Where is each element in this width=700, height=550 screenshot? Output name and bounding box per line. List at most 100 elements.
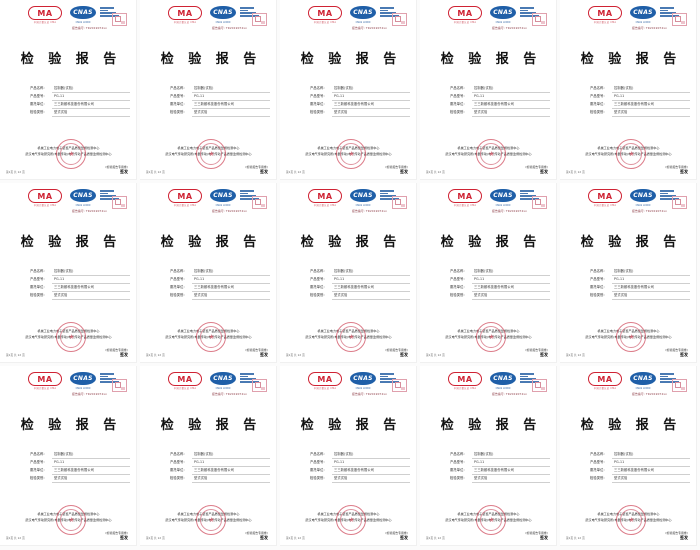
document-page-thumbnail[interactable]: MA 中国计量认证 CMA CNAS CNAS L0000 报告编号: TR20… bbox=[140, 366, 277, 546]
page-title: 检 验 报 告 bbox=[160, 52, 262, 67]
info-field-label: 委托单位: bbox=[30, 468, 45, 472]
document-page-thumbnail[interactable]: MA 中国计量认证 CMA CNAS CNAS L0000 报告编号: TR20… bbox=[560, 366, 697, 546]
cma-ma-logo-icon: MA bbox=[308, 372, 342, 386]
signature-block: (检验报告专用章) 签发 bbox=[665, 348, 688, 357]
page-title: 检 验 报 告 bbox=[20, 418, 122, 433]
info-field-label: 检验类别: bbox=[450, 293, 465, 297]
document-page-thumbnail[interactable]: MA 中国计量认证 CMA CNAS CNAS L0000 报告编号: TR20… bbox=[280, 366, 417, 546]
cnas-logo-icon: CNAS bbox=[490, 189, 516, 202]
info-field-row: 产品名称: 控制器(试验) bbox=[450, 267, 550, 276]
page-footer-note: 第1页 共 12 页 bbox=[286, 354, 305, 357]
page-footer-note: 第1页 共 12 页 bbox=[286, 171, 305, 174]
signature-block: (检验报告专用章) 签发 bbox=[105, 165, 128, 174]
cma-logo-caption: 中国计量认证 CMA bbox=[313, 204, 337, 207]
document-page-thumbnail[interactable]: MA 中国计量认证 CMA CNAS CNAS L0000 报告编号: TR20… bbox=[560, 0, 697, 180]
info-field-row: 委托单位: 三三新都科技股份有限公司 bbox=[310, 283, 410, 292]
info-field-row: 检验类别: 型式试验 bbox=[310, 474, 410, 483]
cnas-logo-caption: CNAS L0000 bbox=[355, 387, 371, 390]
info-field-label: 产品型号: bbox=[590, 277, 605, 281]
report-number: 报告编号: TR2019072xx bbox=[632, 26, 667, 30]
info-field-label: 委托单位: bbox=[170, 285, 185, 289]
document-page-thumbnail[interactable]: MA 中国计量认证 CMA CNAS CNAS L0000 报告编号: TR20… bbox=[0, 0, 137, 180]
registration-stamp-box-icon bbox=[532, 379, 547, 392]
info-field-label: 产品名称: bbox=[310, 452, 325, 456]
info-field-row: 检验类别: 型式试验 bbox=[590, 108, 690, 117]
cma-logo-caption: 中国计量认证 CMA bbox=[453, 21, 477, 24]
info-field-value: 控制器(试验) bbox=[332, 450, 410, 459]
signature-block: (检验报告专用章) 签发 bbox=[105, 531, 128, 540]
info-field-value: 型式试验 bbox=[192, 291, 270, 300]
info-field-label: 产品型号: bbox=[30, 277, 45, 281]
document-page-thumbnail[interactable]: MA 中国计量认证 CMA CNAS CNAS L0000 报告编号: TR20… bbox=[140, 183, 277, 363]
report-number: 报告编号: TR2019072xx bbox=[212, 26, 247, 30]
info-field-row: 检验类别: 型式试验 bbox=[310, 108, 410, 117]
accreditation-text-block-icon bbox=[520, 7, 544, 19]
info-field-label: 产品名称: bbox=[590, 86, 605, 90]
official-red-seal-icon: ★ bbox=[336, 139, 366, 169]
info-field-label: 产品名称: bbox=[30, 269, 45, 273]
document-page-thumbnail[interactable]: MA 中国计量认证 CMA CNAS CNAS L0000 报告编号: TR20… bbox=[420, 0, 557, 180]
certification-header: MA 中国计量认证 CMA CNAS CNAS L0000 bbox=[280, 370, 416, 400]
signature-block: (检验报告专用章) 签发 bbox=[665, 165, 688, 174]
cma-logo-caption: 中国计量认证 CMA bbox=[173, 204, 197, 207]
info-field-row: 检验类别: 型式试验 bbox=[310, 291, 410, 300]
info-field-value: 型式试验 bbox=[612, 291, 690, 300]
document-page-thumbnail[interactable]: MA 中国计量认证 CMA CNAS CNAS L0000 报告编号: TR20… bbox=[560, 183, 697, 363]
info-field-value: 三三新都科技股份有限公司 bbox=[192, 100, 270, 109]
info-field-label: 委托单位: bbox=[590, 102, 605, 106]
info-field-row: 检验类别: 型式试验 bbox=[450, 108, 550, 117]
info-field-row: 产品名称: 控制器(试验) bbox=[30, 84, 130, 93]
document-page-thumbnail[interactable]: MA 中国计量认证 CMA CNAS CNAS L0000 报告编号: TR20… bbox=[420, 366, 557, 546]
page-footer-note: 第1页 共 12 页 bbox=[6, 354, 25, 357]
signature-block: (检验报告专用章) 签发 bbox=[525, 165, 548, 174]
page-title: 检 验 报 告 bbox=[160, 235, 262, 250]
info-field-label: 检验类别: bbox=[310, 293, 325, 297]
info-field-value: 型式试验 bbox=[192, 108, 270, 117]
document-page-thumbnail[interactable]: MA 中国计量认证 CMA CNAS CNAS L0000 报告编号: TR20… bbox=[0, 366, 137, 546]
page-footer-note: 第1页 共 12 页 bbox=[426, 171, 445, 174]
page-footer-note: 第1页 共 12 页 bbox=[566, 537, 585, 540]
page-title: 检 验 报 告 bbox=[440, 52, 542, 67]
info-field-label: 检验类别: bbox=[30, 476, 45, 480]
info-field-row: 产品名称: 控制器(试验) bbox=[30, 267, 130, 276]
info-field-value: PG-11 bbox=[192, 92, 270, 101]
info-field-row: 委托单位: 三三新都科技股份有限公司 bbox=[170, 283, 270, 292]
product-info-fields: 产品名称: 控制器(试验) 产品型号: PG-11 委托单位: 三三新都科技股份有限公司检… bbox=[30, 267, 130, 300]
info-field-row: 委托单位: 三三新都科技股份有限公司 bbox=[450, 283, 550, 292]
page-footer-note: 第1页 共 12 页 bbox=[146, 537, 165, 540]
accreditation-text-block-icon bbox=[380, 7, 404, 19]
info-field-row: 委托单位: 三三新都科技股份有限公司 bbox=[310, 100, 410, 109]
cma-logo-caption: 中国计量认证 CMA bbox=[173, 21, 197, 24]
info-field-value: 三三新都科技股份有限公司 bbox=[472, 100, 550, 109]
page-footer-note: 第1页 共 12 页 bbox=[6, 537, 25, 540]
page-title: 检 验 报 告 bbox=[580, 235, 682, 250]
info-field-label: 委托单位: bbox=[590, 468, 605, 472]
page-footer-note: 第1页 共 12 页 bbox=[566, 354, 585, 357]
info-field-label: 委托单位: bbox=[170, 102, 185, 106]
info-field-value: PG-11 bbox=[472, 275, 550, 284]
info-field-value: 控制器(试验) bbox=[52, 450, 130, 459]
info-field-row: 产品型号: PG-11 bbox=[590, 92, 690, 101]
info-field-label: 检验类别: bbox=[310, 110, 325, 114]
product-info-fields: 产品名称: 控制器(试验) 产品型号: PG-11 委托单位: 三三新都科技股份有限公司检… bbox=[170, 450, 270, 483]
document-page-thumbnail[interactable]: MA 中国计量认证 CMA CNAS CNAS L0000 报告编号: TR20… bbox=[420, 183, 557, 363]
info-field-value: 控制器(试验) bbox=[612, 84, 690, 93]
document-page-thumbnail[interactable]: MA 中国计量认证 CMA CNAS CNAS L0000 报告编号: TR20… bbox=[0, 183, 137, 363]
info-field-value: 三三新都科技股份有限公司 bbox=[52, 283, 130, 292]
cnas-logo-caption: CNAS L0000 bbox=[495, 21, 511, 24]
cma-ma-logo-icon: MA bbox=[448, 372, 482, 386]
cma-ma-logo-icon: MA bbox=[448, 6, 482, 20]
document-page-thumbnail[interactable]: MA 中国计量认证 CMA CNAS CNAS L0000 报告编号: TR20… bbox=[280, 183, 417, 363]
info-field-value: PG-11 bbox=[472, 92, 550, 101]
info-field-row: 产品型号: PG-11 bbox=[30, 92, 130, 101]
page-footer-note: 第1页 共 12 页 bbox=[426, 537, 445, 540]
document-page-thumbnail[interactable]: MA 中国计量认证 CMA CNAS CNAS L0000 报告编号: TR20… bbox=[140, 0, 277, 180]
signature-block: (检验报告专用章) 签发 bbox=[525, 531, 548, 540]
page-title: 检 验 报 告 bbox=[300, 52, 402, 67]
info-field-row: 检验类别: 型式试验 bbox=[30, 474, 130, 483]
official-red-seal-icon: ★ bbox=[616, 505, 646, 535]
cma-logo-caption: 中国计量认证 CMA bbox=[593, 204, 617, 207]
info-field-row: 委托单位: 三三新都科技股份有限公司 bbox=[590, 466, 690, 475]
info-field-value: 三三新都科技股份有限公司 bbox=[332, 100, 410, 109]
document-page-thumbnail[interactable]: MA 中国计量认证 CMA CNAS CNAS L0000 报告编号: TR20… bbox=[280, 0, 417, 180]
